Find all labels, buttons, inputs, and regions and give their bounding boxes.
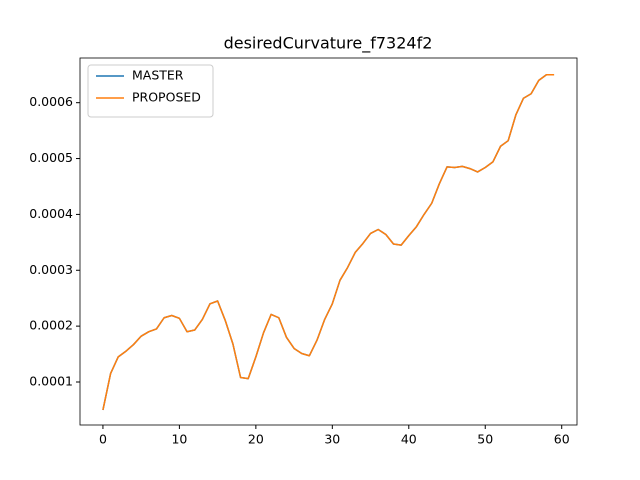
chart-title: desiredCurvature_f7324f2 bbox=[224, 34, 433, 54]
legend-label: PROPOSED bbox=[132, 90, 201, 105]
y-tick-label: 0.0002 bbox=[29, 318, 73, 333]
x-tick-label: 20 bbox=[248, 432, 264, 447]
x-tick-label: 40 bbox=[401, 432, 417, 447]
x-tick-label: 0 bbox=[99, 432, 107, 447]
legend: MASTER PROPOSED bbox=[87, 64, 214, 118]
x-tick-label: 50 bbox=[477, 432, 493, 447]
y-tick-label: 0.0006 bbox=[29, 94, 73, 109]
legend-box bbox=[87, 64, 214, 118]
y-tick-label: 0.0003 bbox=[29, 262, 73, 277]
x-tick-label: 30 bbox=[324, 432, 340, 447]
x-tick-label: 10 bbox=[171, 432, 187, 447]
line-series bbox=[102, 74, 555, 411]
line-series bbox=[102, 74, 555, 411]
y-tick-label: 0.0001 bbox=[29, 373, 73, 388]
axes-frame bbox=[79, 57, 578, 426]
legend-label: MASTER bbox=[132, 68, 184, 83]
x-tick-label: 60 bbox=[554, 432, 570, 447]
y-tick-label: 0.0004 bbox=[29, 206, 73, 221]
y-tick-label: 0.0005 bbox=[29, 150, 73, 165]
